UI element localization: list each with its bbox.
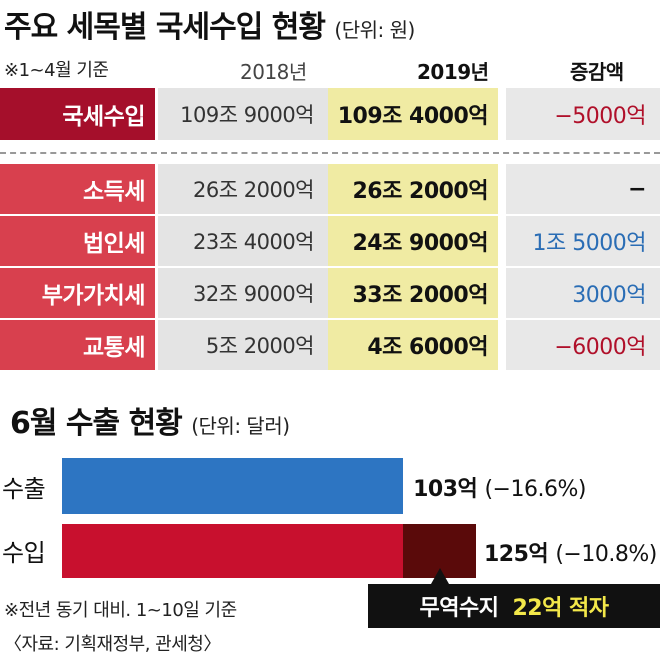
table-note: ※1~4월 기준 xyxy=(4,60,109,81)
table-row: 교통세 5조 2000억 4조 6000억 −6000억 xyxy=(0,320,660,370)
value-2018: 32조 9000억 xyxy=(158,268,328,318)
chart-title: 6월 수출 현황 (단위: 달러) xyxy=(10,398,290,442)
value-diff: 3000억 xyxy=(506,268,660,318)
value-label: 125억 xyxy=(484,542,549,567)
value-diff: − xyxy=(506,164,660,214)
row-label: 법인세 xyxy=(0,216,155,266)
dashed-divider xyxy=(0,152,660,154)
table-row: 소득세 26조 2000억 26조 2000억 − xyxy=(0,164,660,214)
deficit-callout: 무역수지 22억 적자 xyxy=(368,584,660,628)
value-label: 103억 xyxy=(413,477,478,502)
header-diff: 증감액 xyxy=(570,60,624,84)
row-label: 국세수입 xyxy=(0,88,155,140)
deficit-value: 22억 적자 xyxy=(512,596,609,621)
table-row: 부가가치세 32조 9000억 33조 2000억 3000억 xyxy=(0,268,660,318)
value-2018: 23조 4000억 xyxy=(158,216,328,266)
value-diff: −6000억 xyxy=(506,320,660,370)
row-label: 부가가치세 xyxy=(0,268,155,318)
value-2019: 4조 6000억 xyxy=(328,320,498,370)
source: 〈자료: 기획재정부, 관세청〉 xyxy=(4,634,221,655)
value-2018: 26조 2000억 xyxy=(158,164,328,214)
header-2018: 2018년 xyxy=(240,60,307,84)
table-row-total: 국세수입 109조 9000억 109조 4000억 −5000억 xyxy=(0,88,660,140)
bar-label-export: 수출 xyxy=(2,475,46,503)
header-2019: 2019년 xyxy=(417,60,489,84)
footnote: ※전년 동기 대비. 1~10일 기준 xyxy=(4,600,237,621)
bar-label-import: 수입 xyxy=(2,539,46,567)
value-2019: 109조 4000억 xyxy=(328,88,498,140)
table-row: 법인세 23조 4000억 24조 9000억 1조 5000억 xyxy=(0,216,660,266)
value-diff: 1조 5000억 xyxy=(506,216,660,266)
table-title-text: 주요 세목별 국세수입 현황 xyxy=(4,10,326,45)
table-title: 주요 세목별 국세수입 현황 (단위: 원) xyxy=(4,2,415,46)
deficit-pointer xyxy=(430,568,449,584)
value-diff: −5000억 xyxy=(506,88,660,140)
chart-title-text: 6월 수출 현황 xyxy=(10,406,183,441)
value-2019: 24조 9000억 xyxy=(328,216,498,266)
pct-label: (−16.6%) xyxy=(484,477,586,502)
pct-label: (−10.8%) xyxy=(555,542,657,567)
chart-unit: (단위: 달러) xyxy=(191,414,290,438)
bar-value-export: 103억 (−16.6%) xyxy=(413,471,586,503)
value-2018: 5조 2000억 xyxy=(158,320,328,370)
value-2019: 33조 2000억 xyxy=(328,268,498,318)
row-label: 교통세 xyxy=(0,320,155,370)
value-2019: 26조 2000억 xyxy=(328,164,498,214)
value-2018: 109조 9000억 xyxy=(158,88,328,140)
bar-value-import: 125억 (−10.8%) xyxy=(484,536,657,568)
bar-export xyxy=(62,458,404,514)
row-label: 소득세 xyxy=(0,164,155,214)
deficit-label: 무역수지 xyxy=(419,596,499,621)
table-unit: (단위: 원) xyxy=(334,18,415,42)
